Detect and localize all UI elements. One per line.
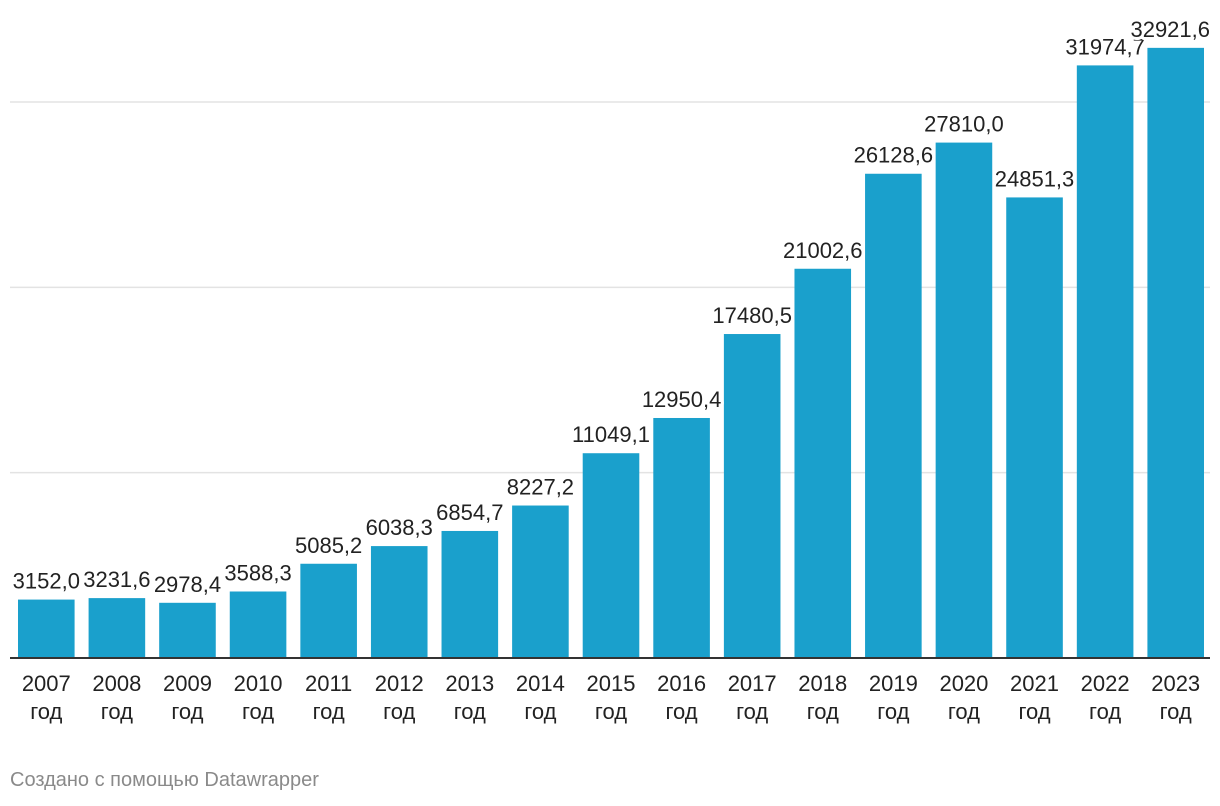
x-tick-label-2010: 2010 год — [234, 671, 283, 724]
x-tick-label-2009: 2009 год — [163, 671, 212, 724]
value-label-2007: 3152,0 — [13, 569, 80, 594]
x-tick-label-2023: 2023 год — [1151, 671, 1200, 724]
value-label-2012: 6038,3 — [366, 515, 433, 540]
value-label-2019: 26128,6 — [854, 143, 934, 168]
bar-2010 — [229, 591, 287, 658]
bar-2008 — [88, 598, 146, 658]
bar-2017 — [723, 334, 781, 658]
value-label-2008: 3231,6 — [83, 567, 150, 592]
x-tick-label-2007: 2007 год — [22, 671, 71, 724]
x-tick-label-2008: 2008 год — [92, 671, 141, 724]
x-tick-label-2016: 2016 год — [657, 671, 706, 724]
bar-2015 — [582, 453, 640, 658]
value-label-2011: 5085,2 — [295, 533, 362, 558]
x-tick-label-2012: 2012 год — [375, 671, 424, 724]
value-label-2009: 2978,4 — [154, 572, 221, 597]
value-label-2015: 11049,1 — [572, 422, 650, 447]
value-label-2013: 6854,7 — [436, 500, 503, 525]
value-label-2021: 24851,3 — [995, 166, 1075, 191]
bar-2023 — [1147, 47, 1204, 658]
x-tick-label-2011: 2011 год — [305, 671, 352, 724]
bar-2014 — [512, 505, 569, 658]
value-label-2022: 31974,7 — [1065, 34, 1145, 59]
bar-2013 — [441, 530, 499, 658]
value-label-2010: 3588,3 — [224, 560, 291, 585]
value-label-2020: 27810,0 — [924, 112, 1004, 137]
bar-chart: 2007 год 2008 год 2009 год 2010 год 2011 год 2012 г… — [10, 14, 1213, 724]
value-label-2023: 32921,6 — [1130, 17, 1210, 42]
x-tick-label-2021: 2021 год — [1010, 671, 1059, 724]
bar-2020 — [935, 142, 993, 658]
bar-2016 — [653, 417, 710, 658]
x-axis: 2007 год 2008 год 2009 год 2010 год 2011 год 2012 г… — [10, 657, 1210, 724]
x-tick-label-2017: 2017 год — [728, 671, 777, 724]
x-tick-label-2018: 2018 год — [798, 671, 847, 724]
bar-2018 — [794, 268, 852, 658]
datawrapper-credit: Создано с помощью Datawrapper — [10, 769, 319, 791]
x-tick-label-2015: 2015 год — [587, 671, 636, 724]
x-tick-label-2014: 2014 год — [516, 671, 565, 724]
bars — [18, 47, 1204, 659]
bar-2009 — [159, 602, 216, 658]
value-label-2014: 8227,2 — [507, 475, 574, 500]
x-tick-label-2013: 2013 год — [445, 671, 494, 724]
bar-2021 — [1006, 197, 1063, 658]
value-label-2018: 21002,6 — [783, 238, 863, 263]
x-tick-label-2022: 2022 год — [1081, 671, 1130, 724]
value-label-2016: 12950,4 — [642, 387, 722, 412]
x-tick-label-2020: 2020 год — [939, 671, 988, 724]
bar-2007 — [18, 599, 75, 658]
bar-2012 — [370, 546, 428, 658]
value-labels: 3152,0 3231,6 2978,4 3588,35085,26038,36854… — [10, 14, 1213, 600]
bar-2022 — [1076, 65, 1134, 659]
bar-2011 — [300, 563, 357, 658]
value-label-2017: 17480,5 — [712, 303, 792, 328]
x-tick-label-2019: 2019 год — [869, 671, 918, 724]
bar-2019 — [865, 173, 922, 659]
